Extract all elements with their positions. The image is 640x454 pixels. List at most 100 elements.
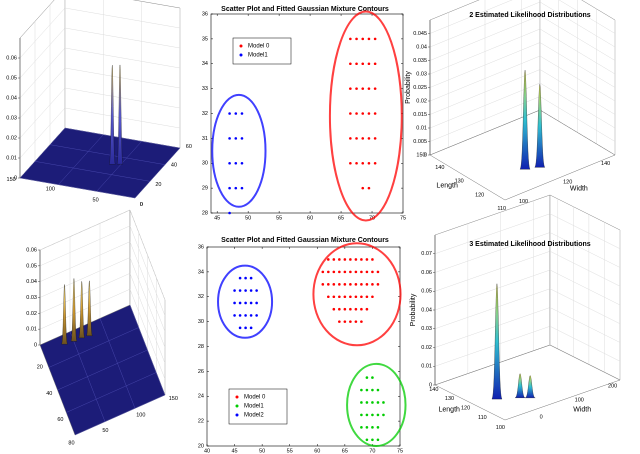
point	[361, 87, 365, 90]
grid-line	[434, 307, 551, 348]
point	[367, 186, 371, 190]
x-tick-label: 45	[214, 215, 220, 221]
point	[238, 289, 242, 292]
grid-line	[39, 225, 131, 267]
point	[238, 326, 242, 330]
point	[365, 283, 369, 286]
point	[343, 270, 347, 274]
gaussian-contour	[312, 242, 402, 347]
grid-line	[549, 232, 621, 268]
y-tick-label: 0	[140, 202, 143, 208]
point	[332, 295, 336, 299]
y-tick-label: 50	[102, 428, 108, 434]
grid-line	[539, 42, 616, 88]
y-tick-label: 40	[171, 162, 177, 168]
point	[338, 258, 341, 261]
point	[376, 388, 380, 392]
peak	[78, 281, 85, 339]
y-tick-label: 120	[563, 180, 572, 186]
z-tick-label: 0.02	[416, 98, 427, 104]
grid-line	[539, 55, 616, 102]
point	[371, 438, 374, 442]
peak	[109, 65, 116, 165]
grid-line	[539, 96, 616, 142]
z-tick-label: 0.03	[26, 295, 37, 301]
point	[349, 258, 352, 261]
grid-line	[434, 269, 551, 311]
legend-label: Model2	[244, 413, 264, 419]
grid-line	[19, 47, 66, 99]
floor-grid-line	[57, 349, 148, 391]
grid-line	[429, 1, 541, 48]
point	[360, 258, 363, 261]
grid-line	[429, 42, 541, 88]
y-tick-label: 100	[136, 413, 145, 419]
floor-grid-line	[74, 394, 166, 436]
point	[354, 295, 358, 299]
grid-line	[129, 273, 166, 364]
grid-line	[539, 15, 616, 61]
grid-line	[19, 107, 66, 159]
z-axis-label: Probability	[405, 71, 412, 104]
point	[349, 270, 352, 274]
x-tick-label: 50	[245, 215, 251, 221]
point	[321, 270, 325, 274]
point	[365, 270, 369, 274]
point	[365, 413, 369, 417]
gaussian-contour	[211, 93, 267, 208]
point	[365, 438, 369, 442]
peak	[515, 373, 526, 398]
x-tick-label: 0	[140, 202, 143, 208]
point	[228, 137, 231, 140]
x-tick-label: 150	[416, 152, 425, 158]
x-tick-label: 130	[445, 396, 454, 402]
legend-box	[232, 37, 292, 65]
y-tick-label: 34	[202, 61, 208, 67]
point	[367, 161, 371, 165]
z-tick-label: 0.03	[421, 326, 432, 332]
point	[367, 37, 371, 41]
x-tick-label: 140	[435, 165, 444, 171]
point	[376, 438, 380, 442]
gaussian-contour	[217, 264, 274, 339]
floor-grid-line	[99, 318, 136, 409]
grid-line	[64, 47, 181, 69]
point	[367, 112, 371, 115]
grid-line	[549, 213, 621, 249]
gaussian-contour	[346, 362, 407, 447]
z-axis-label: Probability	[410, 293, 417, 326]
point	[355, 87, 358, 90]
x-tick-label: 20	[37, 365, 43, 371]
point	[327, 258, 330, 261]
point	[367, 87, 371, 90]
grid-line	[64, 7, 181, 29]
point	[355, 62, 358, 66]
point	[365, 307, 369, 311]
floor-grid-line	[49, 144, 166, 165]
point	[349, 320, 352, 323]
point	[233, 301, 236, 305]
point	[365, 295, 369, 299]
x-tick-label: 130	[455, 178, 464, 184]
y-tick-label: 150	[169, 396, 178, 402]
point	[234, 186, 238, 190]
point	[327, 270, 330, 274]
z-tick-label: 0.03	[6, 115, 17, 121]
x-tick-label: 140	[429, 387, 438, 393]
y-tick-label: 32	[202, 111, 208, 117]
z-tick-label: 0.04	[26, 279, 37, 285]
y-tick-label: 24	[198, 394, 204, 400]
point	[338, 270, 341, 274]
point	[360, 283, 363, 286]
point	[360, 401, 363, 404]
point	[354, 270, 358, 274]
y-tick-label: 36	[198, 244, 204, 250]
point	[354, 320, 358, 323]
point	[228, 211, 231, 215]
point	[371, 376, 374, 379]
y-axis-label: Width	[573, 407, 591, 414]
point	[255, 289, 258, 292]
point	[376, 401, 380, 404]
point	[360, 270, 363, 274]
grid-line	[434, 213, 551, 254]
